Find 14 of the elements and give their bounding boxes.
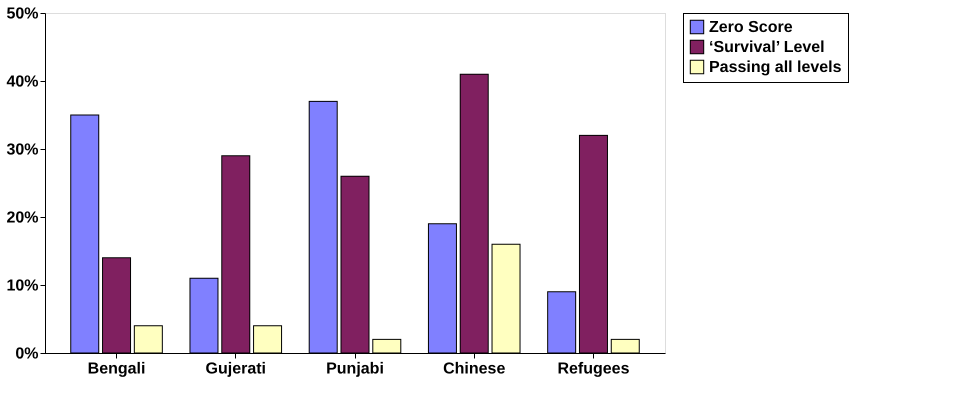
x-tick-label: Refugees xyxy=(557,360,630,378)
x-tick-label: Gujerati xyxy=(206,360,266,378)
y-tick-label: 50% xyxy=(6,6,38,22)
y-tick-label: 30% xyxy=(6,142,38,158)
y-tick-label: 10% xyxy=(6,278,38,294)
x-tick-label: Chinese xyxy=(443,360,506,378)
x-tick-label: Bengali xyxy=(88,360,146,378)
legend-label: Passing all levels xyxy=(709,59,842,76)
y-tick-label: 40% xyxy=(6,74,38,90)
y-tick-label: 0% xyxy=(15,346,38,362)
x-tick-label: Punjabi xyxy=(326,360,384,378)
y-tick-label: 20% xyxy=(6,210,38,226)
legend-label: ‘Survival’ Level xyxy=(709,39,825,56)
legend-label: Zero Score xyxy=(709,19,793,36)
